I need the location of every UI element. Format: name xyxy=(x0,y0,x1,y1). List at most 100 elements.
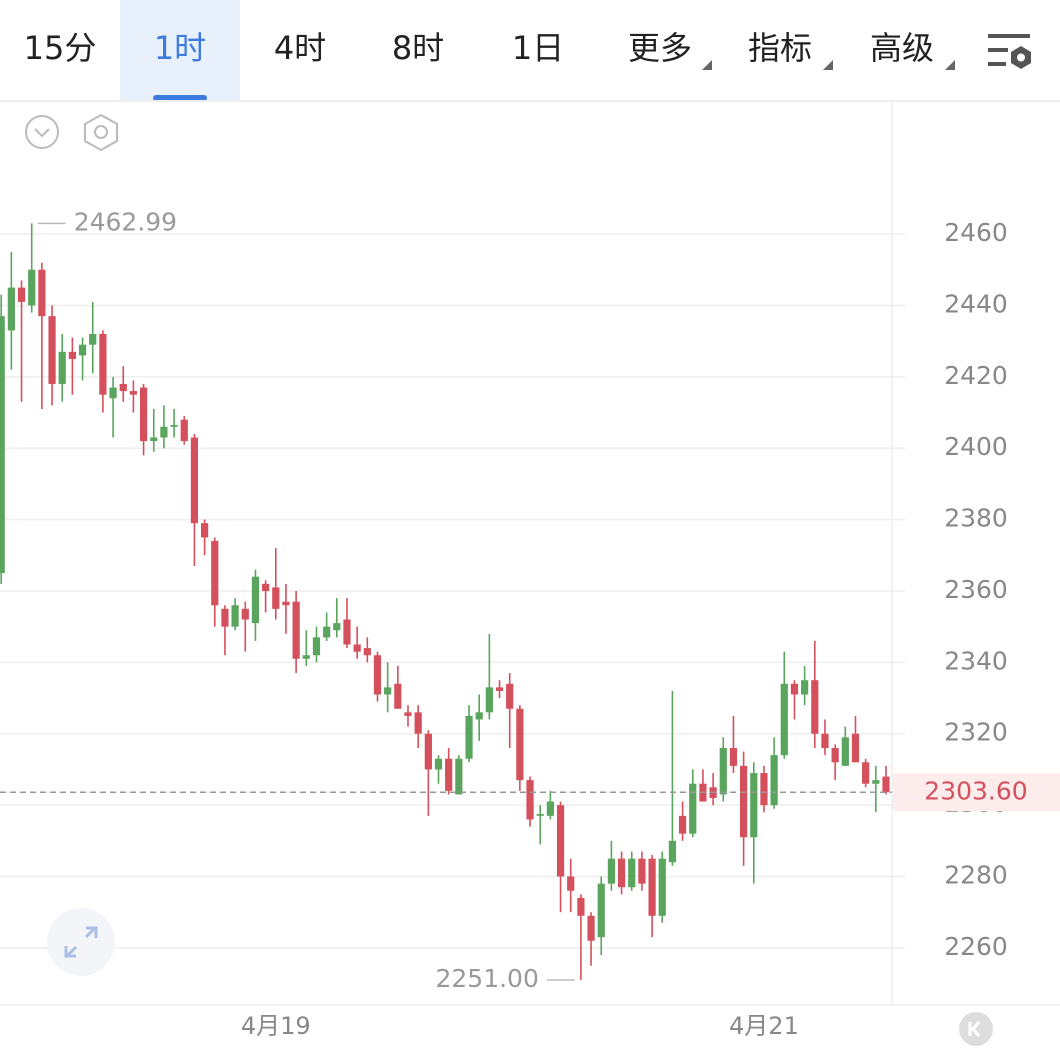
expand-button[interactable] xyxy=(47,908,115,976)
candle-body xyxy=(577,897,585,916)
collapse-icon[interactable] xyxy=(25,115,59,149)
candle-body xyxy=(658,858,666,916)
candle-body xyxy=(394,683,402,709)
y-tick-label: 2320 xyxy=(944,718,1008,747)
candle-body xyxy=(221,608,229,627)
candle-body xyxy=(740,765,748,838)
candle-body xyxy=(841,737,849,766)
candle-body xyxy=(475,712,483,720)
candle-body xyxy=(729,748,738,766)
candle-body xyxy=(384,687,392,695)
tab[interactable]: 8时 xyxy=(392,29,444,67)
tab[interactable]: 4时 xyxy=(274,29,326,67)
candle-body xyxy=(587,915,595,941)
y-tick-label: 2260 xyxy=(944,932,1008,961)
candle-body xyxy=(434,758,443,770)
candle-body xyxy=(150,437,158,442)
candle-body xyxy=(689,783,697,834)
last-price-bg xyxy=(893,773,1060,812)
candle-body xyxy=(312,637,321,656)
candle-body xyxy=(780,683,788,756)
settings-icon[interactable] xyxy=(988,34,1031,69)
candle-body xyxy=(465,715,473,759)
candle-body xyxy=(801,680,809,695)
candle-body xyxy=(831,748,839,763)
candle-body xyxy=(170,425,178,427)
candle-body xyxy=(770,755,778,806)
settings-hex-icon[interactable] xyxy=(84,113,118,152)
plot-area: 2260228023002320234023602380240024202440… xyxy=(0,102,1060,1040)
y-tick-label: 2280 xyxy=(944,861,1008,890)
candle-body xyxy=(78,344,87,356)
x-tick-label: 4月19 xyxy=(241,1012,311,1040)
candle-body xyxy=(38,269,46,317)
candle-body xyxy=(760,773,768,806)
tab[interactable]: 1时 xyxy=(154,29,206,67)
tab-bar: 15分 1时 4时 8时 1日 更多 指标 高级 xyxy=(24,0,934,101)
tab[interactable]: 15分 xyxy=(24,29,97,67)
candle-body xyxy=(99,333,107,395)
dropdown-caret xyxy=(945,60,955,70)
y-tick-label: 2400 xyxy=(944,432,1008,461)
candle-body xyxy=(607,858,615,884)
candle-body xyxy=(790,683,799,695)
y-tick-label: 2420 xyxy=(944,361,1008,390)
candle-body xyxy=(201,523,209,538)
y-tick-label: 2380 xyxy=(944,504,1008,533)
tab[interactable]: 指标 xyxy=(748,29,812,67)
candle-body xyxy=(404,712,412,716)
candle-body xyxy=(333,623,341,631)
candle-body xyxy=(231,605,239,627)
candle-body xyxy=(546,801,554,816)
candle-body xyxy=(678,815,687,834)
scroll-latest-button[interactable] xyxy=(959,1012,993,1046)
candle-body xyxy=(251,576,260,624)
y-tick-label: 2340 xyxy=(944,646,1008,675)
candle-body xyxy=(323,626,331,638)
candle-body xyxy=(648,858,656,916)
candle-body xyxy=(638,858,646,884)
tab[interactable]: 1日 xyxy=(512,29,564,67)
candle-body xyxy=(516,708,524,781)
candle-body xyxy=(68,351,76,359)
candle-body xyxy=(556,805,565,877)
candle-body xyxy=(7,287,15,331)
candle-body xyxy=(597,883,605,938)
last-price-label: 2303.60 xyxy=(924,776,1027,805)
candle-body xyxy=(119,383,127,392)
dropdown-caret xyxy=(702,60,712,70)
candle-body xyxy=(139,387,148,442)
candle-body xyxy=(495,687,504,691)
candle-body xyxy=(17,287,26,302)
tab[interactable]: 高级 xyxy=(870,29,934,67)
candle-body xyxy=(526,780,534,820)
y-tick-label: 2440 xyxy=(944,289,1008,318)
active-tab-bg xyxy=(120,0,240,100)
candle-body xyxy=(302,655,310,659)
candle-body xyxy=(506,683,514,709)
candle-body xyxy=(160,426,168,438)
candle-body xyxy=(750,773,758,838)
annotation-label: 2462.99 xyxy=(74,207,177,236)
candle-body xyxy=(872,780,880,784)
candle-body xyxy=(190,437,199,524)
candle-body xyxy=(363,648,371,656)
candle-body xyxy=(567,876,575,891)
candle-body xyxy=(455,758,463,795)
annotation-label: 2251.00 xyxy=(435,964,538,993)
candle-body xyxy=(58,351,66,384)
candle-body xyxy=(129,391,138,395)
y-tick-label: 2360 xyxy=(944,575,1008,604)
candle-body xyxy=(424,733,432,770)
tab[interactable]: 更多 xyxy=(628,29,692,67)
candle-body xyxy=(373,655,382,695)
dropdown-caret xyxy=(823,60,833,70)
candle-body xyxy=(414,712,422,734)
active-tab-indicator xyxy=(153,95,207,101)
candle-body xyxy=(343,619,351,645)
candle-body xyxy=(89,333,97,345)
candle-body xyxy=(536,814,544,816)
candle-body xyxy=(668,840,677,863)
